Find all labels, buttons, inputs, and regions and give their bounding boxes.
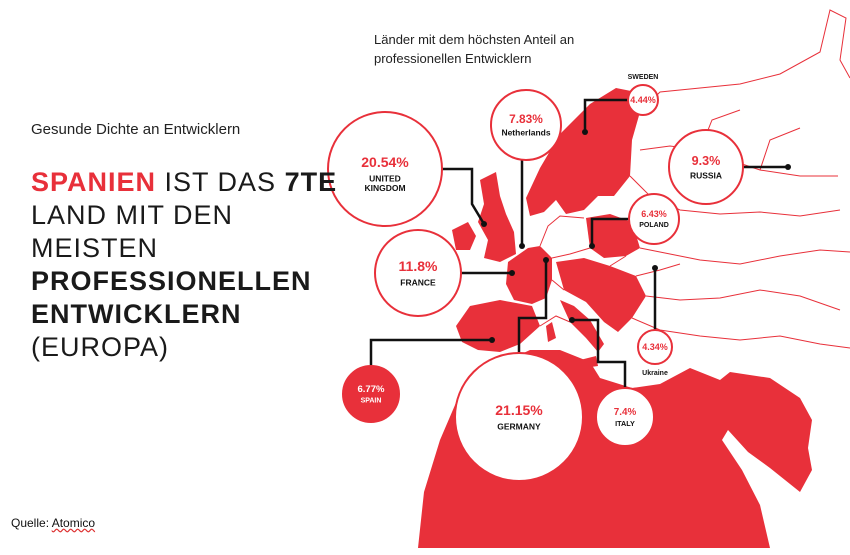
connector-dot-sweden [582, 129, 588, 135]
bubble-label-united-kingdom: UNITED KINGDOM [364, 174, 405, 194]
headline-line-2: LAND MIT DEN [31, 200, 234, 230]
bubble-sweden [627, 84, 659, 116]
connector-sweden [583, 98, 628, 132]
headline-line-5: ENTWICKLERN [31, 299, 242, 329]
bubble-spain [342, 365, 400, 423]
connector-dot-germany [543, 257, 549, 263]
bubble-label-spain: SPAIN [361, 398, 382, 405]
bubble-label-sweden: SWEDEN [628, 74, 659, 81]
bubble-poland [628, 193, 680, 245]
connector-dot-france [509, 270, 515, 276]
bubble-value-spain: 6.77% [358, 384, 386, 395]
bubble-value-france: 11.8% [399, 258, 438, 274]
bubble-value-russia: 9.3% [692, 154, 721, 168]
bubble-label-ukraine: Ukraine [642, 370, 668, 377]
bubble-value-sweden: 4.44% [630, 95, 656, 105]
bubble-ukraine [637, 329, 673, 365]
bubble-value-poland: 6.43% [641, 209, 667, 219]
bubble-italy [595, 387, 655, 447]
bubble-label-italy: ITALY [615, 419, 635, 428]
bubble-value-italy: 7.4% [614, 407, 637, 418]
bubble-value-united-kingdom: 20.54% [361, 154, 409, 170]
connector-italy [572, 318, 627, 388]
source-label: Quelle: [11, 516, 52, 530]
bubble-label-france: FRANCE [400, 278, 436, 288]
subtitle: Gesunde Dichte an Entwicklern [31, 121, 241, 138]
bubble-label-germany: GERMANY [497, 422, 541, 432]
connector-germany [517, 260, 548, 353]
bubble-value-ukraine: 4.34% [642, 342, 668, 352]
bubble-label-netherlands: Netherlands [501, 128, 550, 138]
connector-dot-italy [569, 317, 575, 323]
bubble-label-poland: POLAND [639, 222, 669, 229]
chart-title: Länder mit dem höchsten Anteil an profes… [374, 32, 575, 66]
bubble-russia [668, 129, 744, 205]
connector-dot-ukraine [652, 265, 658, 271]
headline-rank: 7TE [284, 167, 338, 197]
connector-spain [369, 338, 492, 366]
connector-dot-russia [785, 164, 791, 170]
headline-line-4: PROFESSIONELLEN [31, 266, 312, 296]
headline-line-1: SPANIEN IST DAS 7TE [31, 166, 337, 199]
map-land-shapes [418, 88, 812, 548]
bubble-value-netherlands: 7.83% [509, 112, 543, 126]
headline-line-6: (EUROPA) [31, 332, 170, 362]
bubble-label-russia: RUSSIA [690, 170, 722, 180]
headline-line-3: MEISTEN [31, 233, 159, 263]
connector-dot-spain [489, 337, 495, 343]
headline-mid: IST DAS [156, 167, 285, 197]
connector-dot-united-kingdom [481, 221, 487, 227]
connector-dot-poland [589, 243, 595, 249]
bubble-value-germany: 21.15% [495, 402, 543, 418]
headline: SPANIEN IST DAS 7TE LAND MIT DEN MEISTEN… [31, 166, 337, 364]
connector-united-kingdom [442, 167, 486, 225]
bubble-united-kingdom [327, 111, 443, 227]
bubble-connectors [369, 98, 791, 388]
bubble-france [374, 229, 462, 317]
country-bubbles: 20.54% UNITED KINGDOM 7.83% Netherlands 4.44%… [327, 74, 744, 482]
bubble-germany [454, 352, 584, 482]
connector-dot-netherlands [519, 243, 525, 249]
bubble-netherlands [490, 89, 562, 161]
source-note: Quelle: Atomico [11, 516, 95, 530]
connector-poland [590, 217, 629, 246]
source-link[interactable]: Atomico [51, 516, 96, 530]
headline-spain: SPANIEN [31, 167, 157, 197]
